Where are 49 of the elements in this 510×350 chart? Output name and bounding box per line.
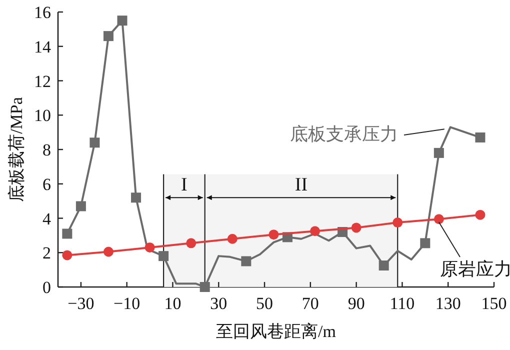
point [475, 132, 486, 142]
point [241, 256, 252, 266]
y-tick-label: 10 [34, 106, 51, 126]
band-label: I [181, 174, 188, 196]
point [378, 260, 389, 271]
y-axis-title: 底板载荷/MPa [7, 96, 26, 202]
x-axis-title: 至回风巷距离/m [216, 322, 336, 341]
point [186, 238, 196, 248]
text: 底板支承压力 [290, 124, 398, 144]
point [392, 218, 403, 228]
x-tick-label: 90 [348, 294, 365, 313]
point [103, 246, 114, 257]
point [144, 242, 155, 252]
x-tick-label: 150 [481, 294, 507, 313]
point [351, 222, 362, 233]
x-tick-label: 110 [390, 294, 415, 313]
point [227, 234, 238, 244]
x-tick-label: 30 [210, 294, 228, 313]
point [76, 201, 86, 212]
x-tick-label: 10 [164, 294, 182, 313]
point [434, 214, 444, 224]
point [103, 31, 114, 42]
band-label: II [294, 174, 308, 196]
x-tick-label: −30 [68, 294, 94, 313]
x-tick-label: 70 [302, 294, 319, 313]
point [131, 192, 142, 203]
point [62, 228, 72, 239]
point [117, 16, 128, 26]
point [200, 282, 210, 292]
y-tick-label: 2 [42, 244, 51, 263]
point [475, 210, 486, 220]
y-tick-label: 8 [42, 140, 51, 160]
point [434, 148, 444, 158]
point [420, 238, 430, 248]
point [268, 230, 279, 240]
y-tick-label: 12 [34, 72, 51, 91]
x-tick-label: 50 [256, 294, 274, 313]
y-tick-label: 6 [42, 174, 51, 194]
point [310, 226, 320, 236]
point [158, 251, 169, 262]
point [90, 138, 100, 148]
point [62, 250, 72, 260]
y-tick-label: 4 [42, 209, 52, 228]
series-label: 原岩应力 [440, 259, 510, 279]
x-tick-label: −10 [114, 294, 140, 313]
x-tick-label: 130 [435, 294, 461, 313]
y-tick-label: 0 [42, 278, 51, 297]
y-tick-label: 16 [34, 3, 51, 22]
y-tick-label: 14 [34, 37, 52, 56]
